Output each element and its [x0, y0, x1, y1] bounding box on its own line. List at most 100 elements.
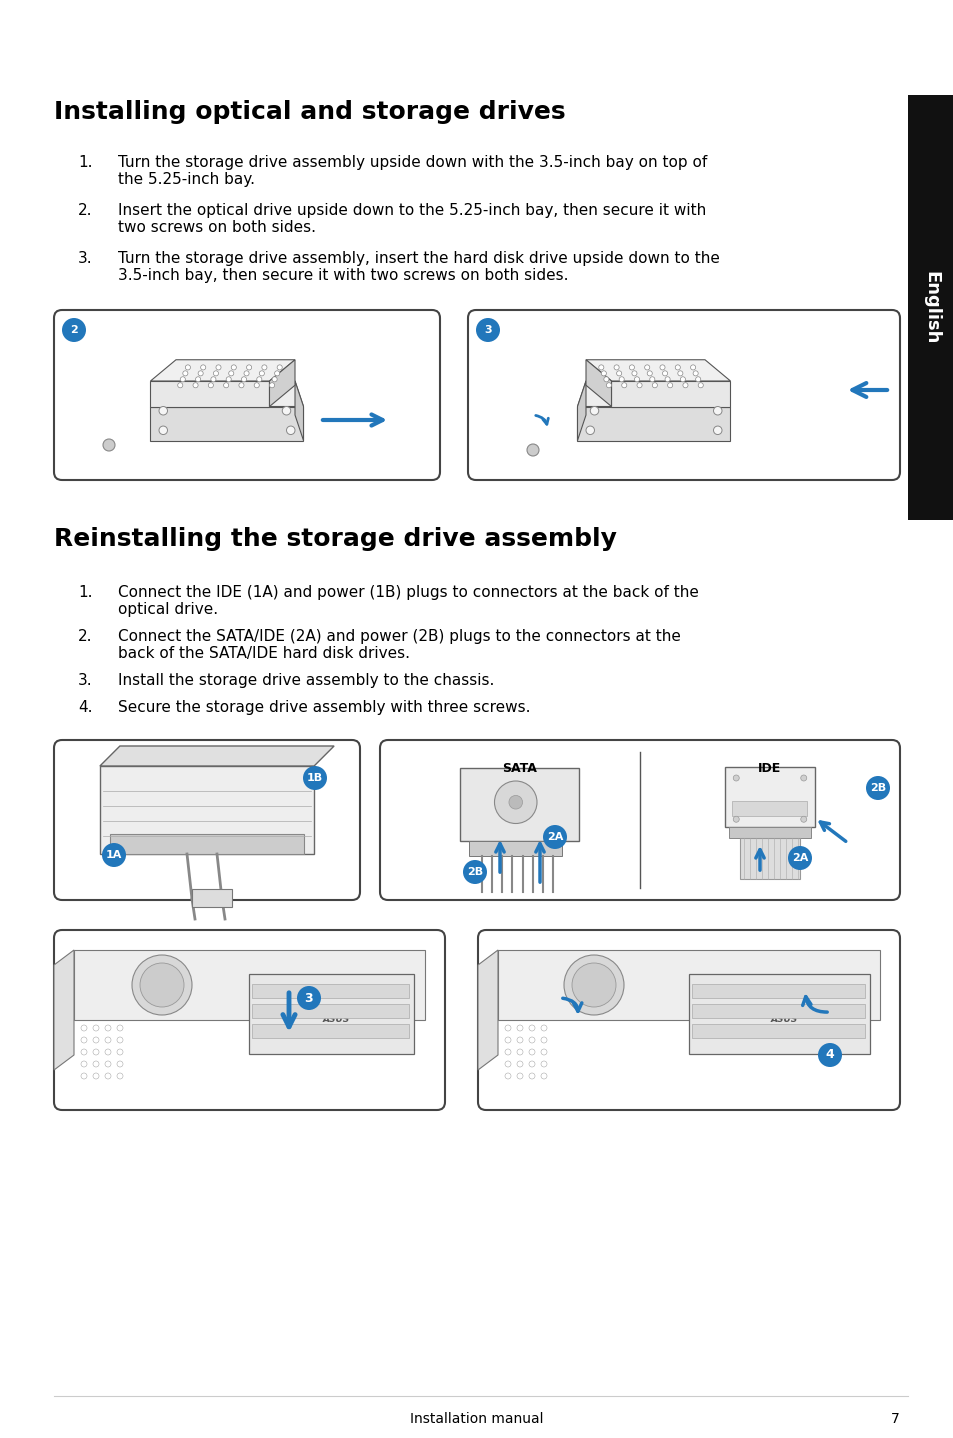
Circle shape — [62, 318, 86, 342]
Circle shape — [159, 426, 168, 434]
Circle shape — [303, 766, 327, 789]
Circle shape — [272, 377, 277, 383]
Circle shape — [226, 377, 231, 383]
FancyBboxPatch shape — [477, 930, 899, 1110]
Circle shape — [540, 1037, 546, 1043]
Bar — [469, 840, 562, 856]
Text: the 5.25-inch bay.: the 5.25-inch bay. — [118, 173, 254, 187]
Circle shape — [682, 383, 687, 388]
Polygon shape — [100, 746, 334, 766]
Bar — [249, 974, 414, 1054]
Text: Connect the IDE (1A) and power (1B) plugs to connectors at the back of the: Connect the IDE (1A) and power (1B) plug… — [118, 585, 699, 600]
Circle shape — [81, 1073, 87, 1078]
Circle shape — [713, 426, 721, 434]
Circle shape — [462, 860, 486, 884]
Bar — [460, 768, 578, 840]
Bar — [110, 834, 304, 854]
Text: 4: 4 — [824, 1048, 834, 1061]
Circle shape — [213, 371, 218, 375]
Circle shape — [679, 377, 685, 383]
Bar — [688, 974, 869, 1054]
FancyBboxPatch shape — [54, 741, 359, 900]
Text: 1A: 1A — [106, 850, 122, 860]
Circle shape — [244, 371, 249, 375]
Text: back of the SATA/IDE hard disk drives.: back of the SATA/IDE hard disk drives. — [118, 646, 410, 661]
FancyBboxPatch shape — [54, 311, 439, 480]
Circle shape — [253, 383, 259, 388]
Circle shape — [529, 1073, 535, 1078]
Bar — [732, 801, 806, 815]
Polygon shape — [477, 951, 497, 1070]
Circle shape — [695, 377, 700, 383]
Text: 7: 7 — [890, 1412, 899, 1426]
Circle shape — [504, 1061, 511, 1067]
Polygon shape — [54, 951, 74, 1070]
Bar — [740, 838, 800, 879]
Circle shape — [92, 1073, 99, 1078]
Text: Installation manual: Installation manual — [410, 1412, 543, 1426]
Circle shape — [517, 1037, 522, 1043]
Circle shape — [540, 1025, 546, 1031]
Text: ASUS: ASUS — [322, 1015, 349, 1024]
Circle shape — [103, 439, 115, 452]
Circle shape — [269, 383, 274, 388]
Polygon shape — [269, 360, 294, 407]
Circle shape — [517, 1048, 522, 1055]
Circle shape — [631, 371, 637, 375]
Circle shape — [105, 1025, 111, 1031]
Bar — [691, 1024, 864, 1038]
Bar — [74, 951, 424, 1020]
Circle shape — [817, 1043, 841, 1067]
Circle shape — [102, 843, 126, 867]
Bar — [192, 889, 232, 907]
Circle shape — [517, 1073, 522, 1078]
Circle shape — [241, 377, 246, 383]
Text: 1.: 1. — [78, 585, 92, 600]
Text: Secure the storage drive assembly with three screws.: Secure the storage drive assembly with t… — [118, 700, 530, 715]
Polygon shape — [577, 381, 730, 407]
Polygon shape — [585, 360, 730, 381]
Text: 2: 2 — [71, 325, 78, 335]
Bar — [691, 1004, 864, 1018]
Polygon shape — [151, 381, 269, 407]
Text: 4.: 4. — [78, 700, 92, 715]
Circle shape — [649, 377, 654, 383]
Circle shape — [92, 1025, 99, 1031]
Circle shape — [787, 846, 811, 870]
Circle shape — [476, 318, 499, 342]
Circle shape — [140, 963, 184, 1007]
Text: 2A: 2A — [546, 833, 562, 843]
Circle shape — [529, 1037, 535, 1043]
Circle shape — [195, 377, 200, 383]
Text: 3: 3 — [304, 991, 313, 1005]
Circle shape — [598, 365, 603, 370]
Circle shape — [664, 377, 669, 383]
Bar — [724, 766, 814, 827]
Circle shape — [572, 963, 616, 1007]
Circle shape — [637, 383, 641, 388]
Circle shape — [667, 383, 672, 388]
Text: Connect the SATA/IDE (2A) and power (2B) plugs to the connectors at the: Connect the SATA/IDE (2A) and power (2B)… — [118, 628, 680, 644]
Polygon shape — [577, 381, 585, 440]
Circle shape — [277, 365, 282, 370]
Circle shape — [585, 426, 594, 434]
Circle shape — [517, 1061, 522, 1067]
Circle shape — [494, 781, 537, 824]
Circle shape — [733, 775, 739, 781]
Circle shape — [504, 1073, 511, 1078]
Circle shape — [215, 365, 221, 370]
Circle shape — [117, 1048, 123, 1055]
Circle shape — [92, 1037, 99, 1043]
Circle shape — [693, 371, 698, 375]
Circle shape — [105, 1073, 111, 1078]
Bar — [252, 984, 409, 998]
Text: Turn the storage drive assembly, insert the hard disk drive upside down to the: Turn the storage drive assembly, insert … — [118, 252, 720, 266]
Circle shape — [590, 407, 598, 416]
Text: 1B: 1B — [307, 774, 323, 784]
Bar — [497, 951, 879, 1020]
Text: Install the storage drive assembly to the chassis.: Install the storage drive assembly to th… — [118, 673, 494, 687]
Text: Insert the optical drive upside down to the 5.25-inch bay, then secure it with: Insert the optical drive upside down to … — [118, 203, 705, 219]
Circle shape — [105, 1048, 111, 1055]
Circle shape — [600, 371, 606, 375]
Circle shape — [542, 825, 566, 848]
